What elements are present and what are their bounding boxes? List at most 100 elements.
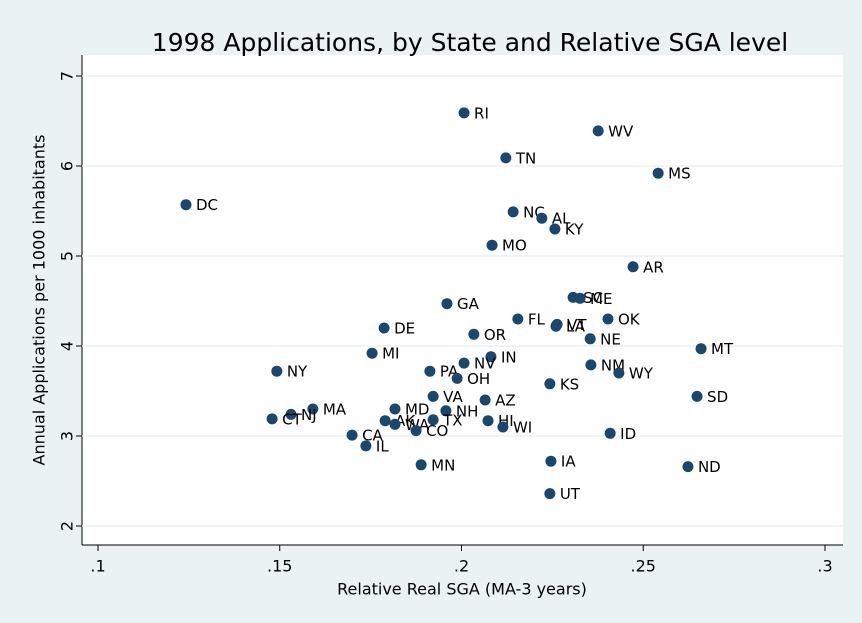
point-label: WI [513, 419, 532, 437]
point [378, 322, 390, 334]
point [627, 261, 639, 273]
point-label: ME [590, 290, 612, 308]
point [604, 427, 616, 439]
x-tick-label: .15 [267, 557, 292, 576]
point [613, 367, 625, 379]
point-label: LA [566, 318, 586, 336]
point-label: MD [405, 401, 430, 419]
point [486, 239, 498, 251]
point [549, 223, 561, 235]
point [360, 440, 372, 452]
point [479, 394, 491, 406]
point-label: ID [620, 425, 636, 443]
x-tick-label: .2 [454, 557, 469, 576]
point [695, 343, 707, 355]
point-label: CO [426, 422, 448, 440]
point-label: AZ [495, 392, 516, 410]
plot-area [82, 55, 843, 545]
point-label: NJ [301, 406, 317, 424]
x-axis-label: Relative Real SGA (MA-3 years) [337, 580, 587, 599]
point-label: AK [395, 412, 416, 430]
x-tick-label: .25 [631, 557, 656, 576]
point [544, 488, 556, 500]
point [389, 403, 401, 415]
point-label: ND [698, 458, 721, 476]
point-label: WY [629, 365, 654, 383]
point [346, 429, 358, 441]
point-label: CA [362, 427, 383, 445]
x-tick-label: .1 [90, 557, 105, 576]
point-label: WV [608, 122, 634, 140]
point [500, 152, 512, 164]
point-label: SC [583, 289, 603, 307]
point-label: KY [565, 221, 584, 239]
point [550, 320, 562, 332]
point-label: NH [456, 402, 479, 420]
point [427, 414, 439, 426]
point [691, 390, 703, 402]
y-tick-label: 2 [58, 521, 77, 531]
point [440, 405, 452, 417]
point [652, 167, 664, 179]
point-label: NE [600, 330, 621, 348]
point [366, 347, 378, 359]
point [544, 378, 556, 390]
point-label: GA [457, 295, 480, 313]
point [536, 212, 548, 224]
point [458, 107, 470, 119]
point [424, 365, 436, 377]
point [497, 421, 509, 433]
point-label: SD [707, 388, 728, 406]
point [485, 351, 497, 363]
point [602, 313, 614, 325]
point [271, 365, 283, 377]
point-label: MS [668, 165, 690, 183]
y-tick-label: 3 [58, 431, 77, 441]
point [468, 328, 480, 340]
point [682, 461, 694, 473]
point [307, 403, 319, 415]
point [379, 415, 391, 427]
point [389, 418, 401, 430]
point [584, 333, 596, 345]
point-label: NV [474, 355, 496, 373]
point-label: DC [196, 196, 218, 214]
point [410, 425, 422, 437]
point-label: MT [711, 340, 734, 358]
point-label: VA [443, 388, 463, 406]
point [545, 455, 557, 467]
point-label: VT [567, 316, 587, 334]
point-label: TN [515, 149, 536, 167]
point-label: CT [282, 410, 302, 428]
point [458, 357, 470, 369]
point [512, 313, 524, 325]
point-label: MO [502, 237, 527, 255]
point-label: OH [467, 370, 490, 388]
point [266, 413, 278, 425]
point-label: UT [560, 485, 581, 503]
point [482, 415, 494, 427]
y-axis-label: Annual Applications per 1000 inhabitants [30, 135, 49, 466]
y-tick-label: 5 [58, 251, 77, 261]
point [574, 292, 586, 304]
point-label: FL [528, 311, 546, 329]
point [285, 408, 297, 420]
x-tick-label: .3 [817, 557, 832, 576]
point-label: IA [561, 453, 576, 471]
point-label: MN [431, 456, 455, 474]
chart-title: 1998 Applications, by State and Relative… [152, 28, 788, 57]
point [507, 206, 519, 218]
point [415, 459, 427, 471]
point-label: MA [323, 401, 347, 419]
point [451, 372, 463, 384]
point [441, 298, 453, 310]
y-tick-label: 7 [58, 71, 77, 81]
point-label: KS [560, 375, 579, 393]
point-label: OK [618, 311, 641, 329]
y-tick-label: 6 [58, 161, 77, 171]
point-label: AR [643, 258, 664, 276]
point-label: RI [474, 104, 489, 122]
point-label: NY [287, 363, 308, 381]
y-tick-label: 4 [58, 341, 77, 351]
